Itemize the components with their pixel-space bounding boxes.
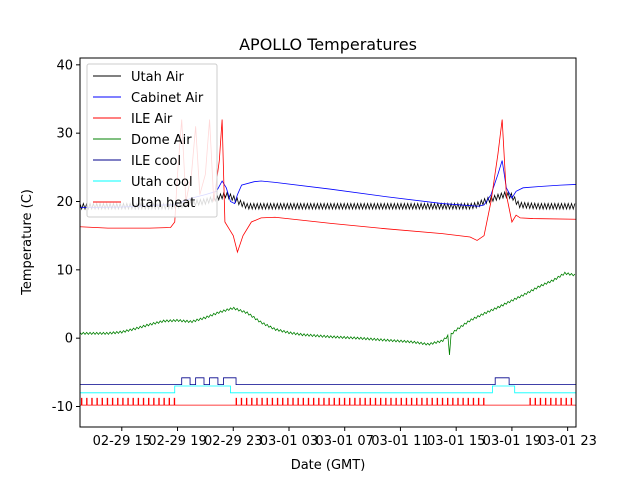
legend: Utah Air Cabinet Air ILE Air Dome Air ILE co… [86,63,218,218]
x-axis-label: Date (GMT) [291,458,366,473]
legend-box [86,63,218,218]
y-tick-label: -10 [52,400,73,415]
legend-label: Utah Air [131,70,184,85]
y-tick-label: 20 [56,195,73,210]
plot-frame [79,57,577,428]
legend-label: Dome Air [131,133,192,148]
x-tick-label: 03-01 03 [260,434,318,449]
legend-label: ILE cool [131,154,181,169]
y-tick-label: 10 [56,263,73,278]
legend-label: ILE Air [131,112,173,127]
series-line-utah-heat [80,397,576,406]
y-tick-label: 30 [56,127,73,142]
x-tick-label: 02-29 19 [148,434,206,449]
chart-title: APOLLO Temperatures [239,35,417,54]
series-line-dome-air [80,271,576,355]
series-line-ile-cool [80,377,576,386]
y-axis-label: Temperature (C) [20,189,35,296]
x-tick-label: 03-01 11 [371,434,429,449]
legend-label: Utah cool [131,175,193,190]
x-tick-label: 03-01 07 [315,434,373,449]
x-tick-label: 03-01 15 [427,434,485,449]
series-line-utah-cool [80,385,576,394]
y-tick-label: 0 [65,332,73,347]
y-tick-label: 40 [56,58,73,73]
x-tick-label: 03-01 23 [538,434,596,449]
x-tick-label: 02-29 23 [204,434,262,449]
x-tick-label: 02-29 15 [93,434,151,449]
x-tick-label: 03-01 19 [483,434,541,449]
legend-label: Utah heat [131,196,195,211]
legend-label: Cabinet Air [131,91,204,106]
